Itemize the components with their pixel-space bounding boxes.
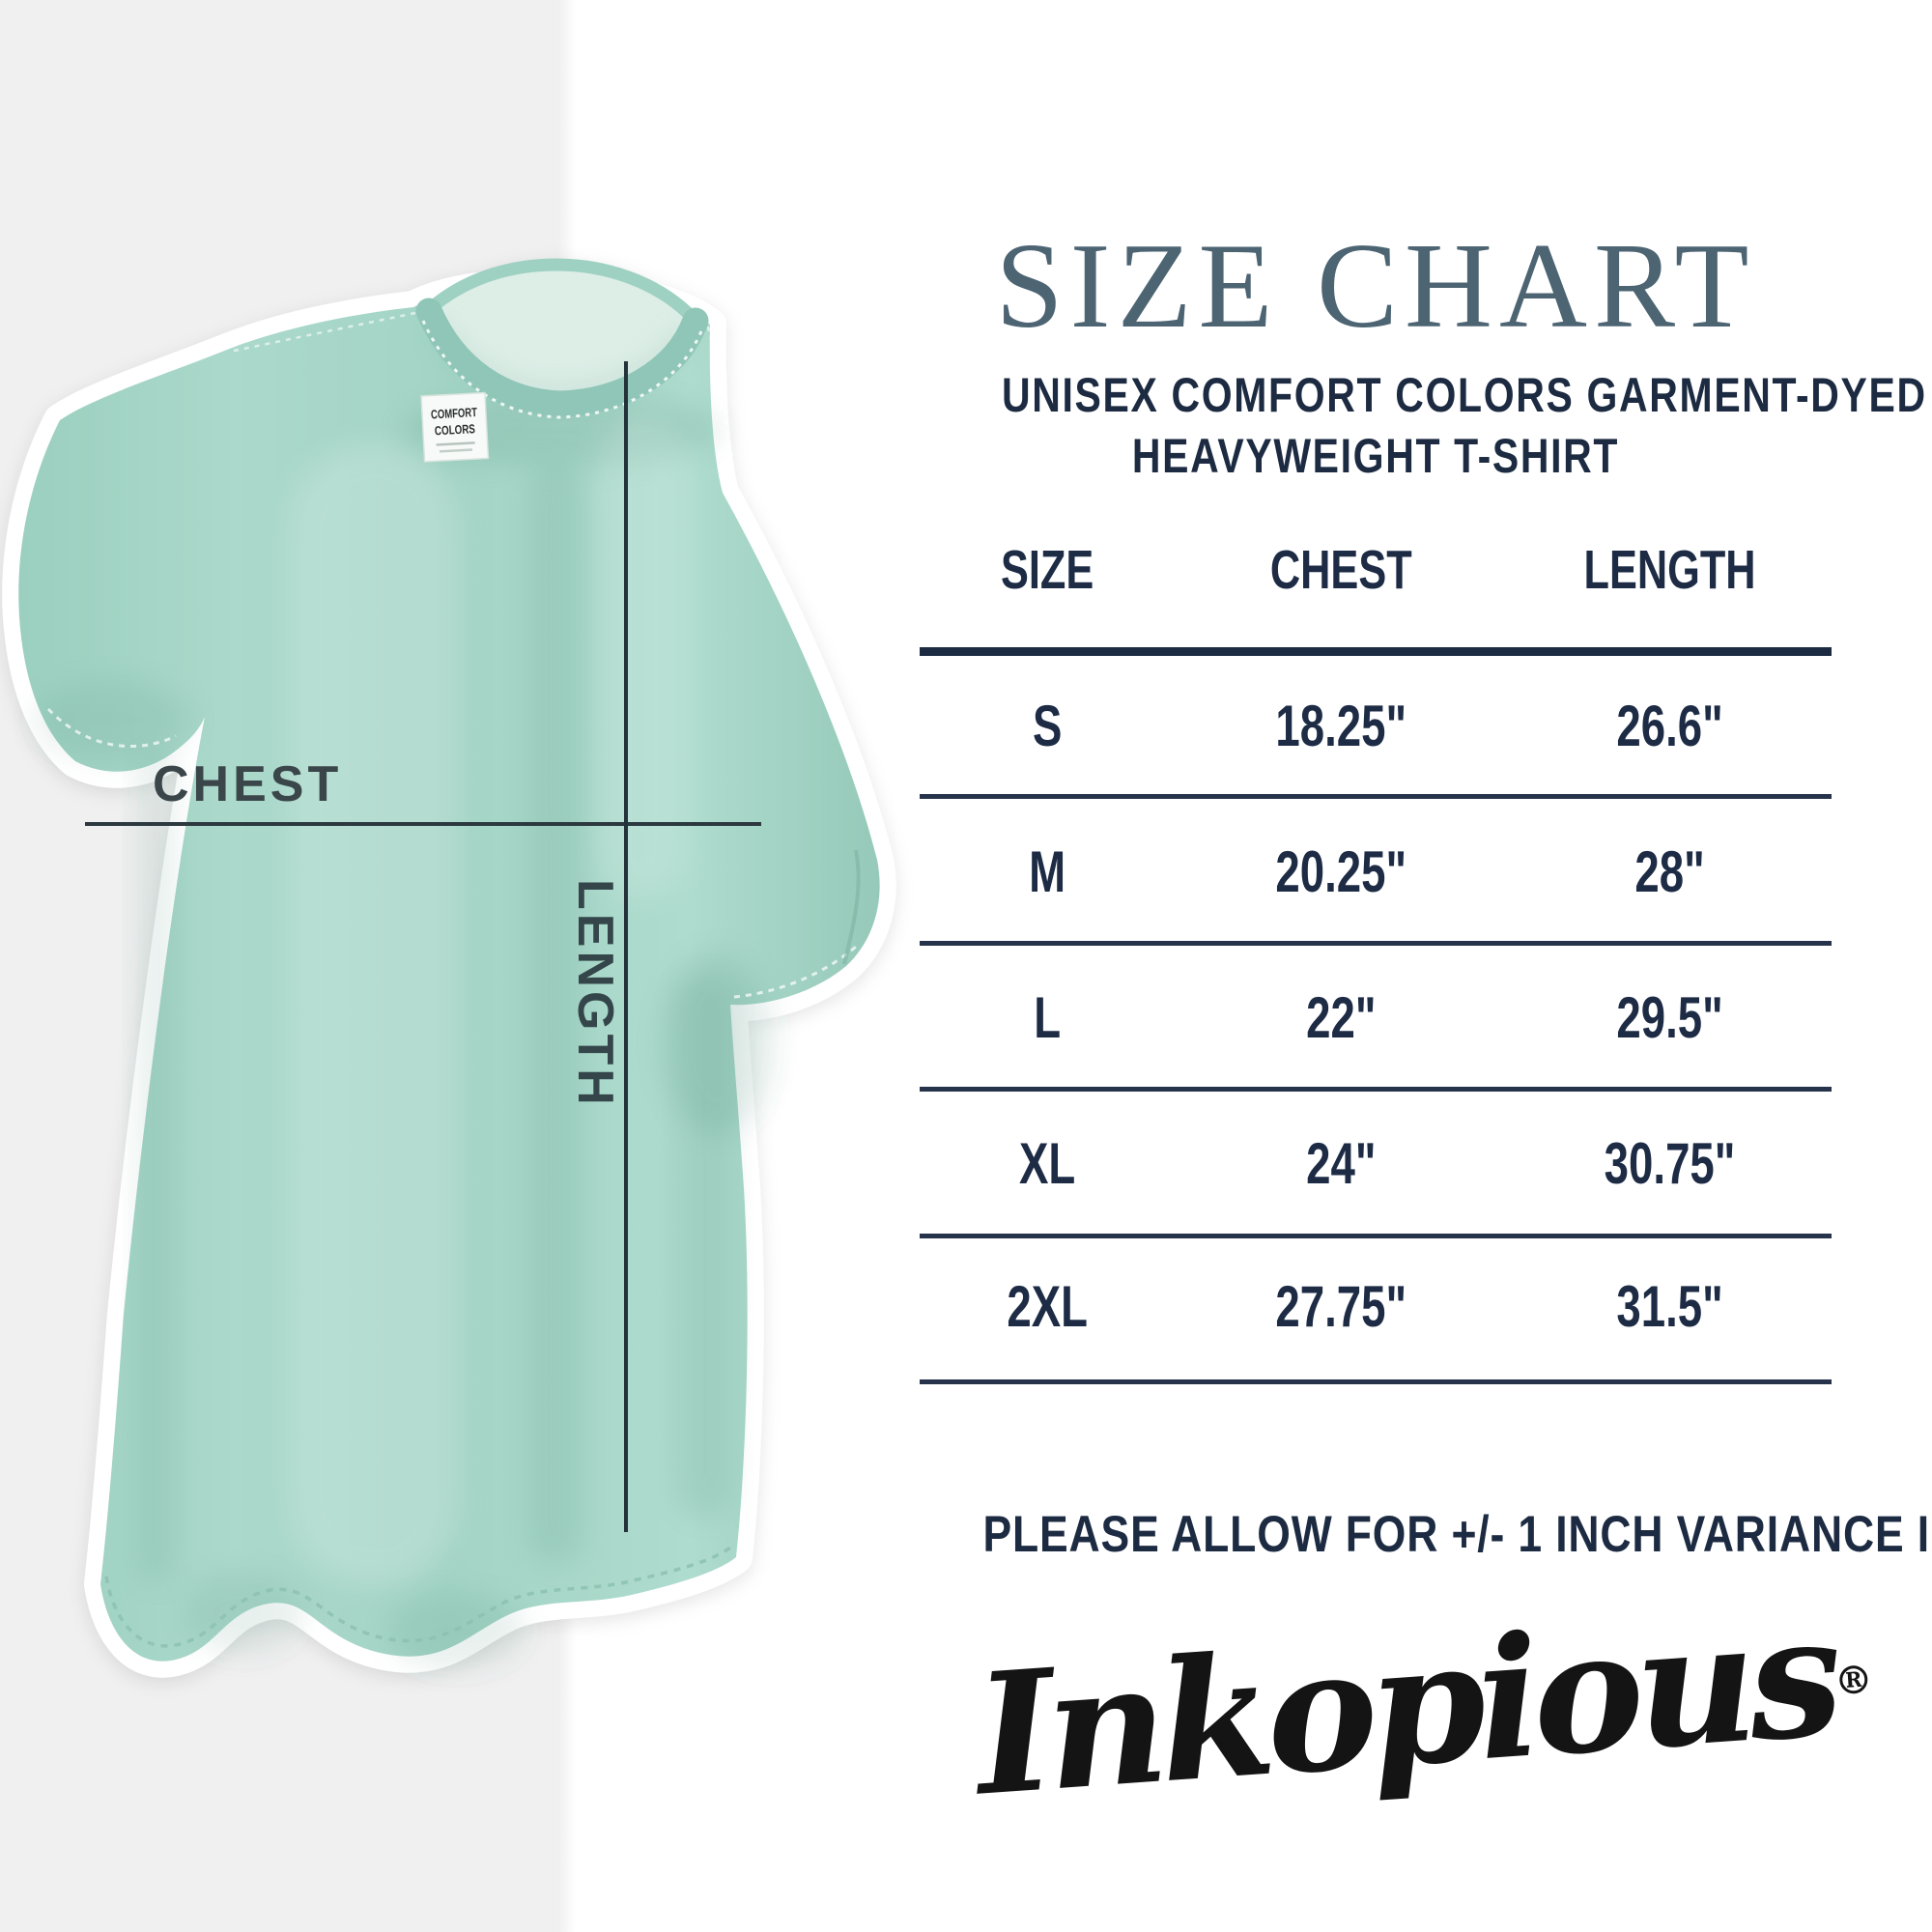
- table-rule: [920, 794, 1832, 799]
- column-header-length: LENGTH: [1583, 538, 1756, 601]
- neck-tag: COMFORT COLORS: [420, 391, 490, 463]
- neck-tag-brand-line2: COLORS: [435, 421, 476, 438]
- size-value: 2XL: [1007, 1274, 1088, 1339]
- length-value: 29.5": [1616, 985, 1723, 1050]
- table-row-l: L 22" 29.5": [920, 981, 1832, 1055]
- tshirt-sticker: COMFORT COLORS: [2, 258, 896, 1678]
- variance-note: PLEASE ALLOW FOR +/- 1 INCH VARIANCE IN …: [982, 1506, 1932, 1563]
- chest-measure-label: CHEST: [153, 756, 343, 812]
- page-title: SIZE CHART: [995, 219, 1756, 354]
- brand-logo: Inkopious®: [970, 1577, 1875, 1833]
- length-value: 28": [1634, 839, 1705, 904]
- size-value: XL: [1019, 1131, 1076, 1196]
- collar-back-band: [430, 258, 695, 320]
- table-rule-top: [920, 647, 1832, 656]
- chest-value: 27.75": [1275, 1274, 1407, 1339]
- table-rule: [920, 1087, 1832, 1092]
- table-row-m: M 20.25" 28": [920, 836, 1832, 909]
- length-value: 26.6": [1616, 694, 1723, 758]
- registered-trademark-icon: ®: [1833, 1656, 1875, 1705]
- size-value: L: [1034, 985, 1062, 1050]
- chest-value: 20.25": [1275, 839, 1407, 904]
- chest-value: 22": [1306, 985, 1377, 1050]
- length-value: 30.75": [1604, 1131, 1736, 1196]
- collar-stitch: [421, 320, 705, 419]
- table-row-s: S 18.25" 26.6": [920, 690, 1832, 763]
- length-value: 31.5": [1616, 1274, 1723, 1339]
- size-value: M: [1029, 839, 1066, 904]
- right-cuff-fold: [842, 849, 861, 965]
- table-rule: [920, 941, 1832, 946]
- chest-value: 18.25": [1275, 694, 1407, 758]
- hem-stitch: [104, 1546, 732, 1648]
- brand-logo-text: Inkopious: [969, 1577, 1841, 1833]
- length-measure-label: LENGTH: [567, 879, 623, 1109]
- right-cuff-stitch: [733, 945, 857, 999]
- neck-opening: [431, 269, 694, 398]
- size-table-header: SIZE CHEST LENGTH: [920, 533, 1832, 607]
- subtitle-line2: HEAVYWEIGHT T-SHIRT: [1131, 429, 1620, 483]
- size-value: S: [1032, 694, 1063, 758]
- collar-front-band: [415, 298, 709, 417]
- table-row-xl: XL 24" 30.75": [920, 1127, 1832, 1201]
- subtitle-line1: UNISEX COMFORT COLORS GARMENT-DYED: [1001, 368, 1927, 422]
- table-rule: [920, 1234, 1832, 1238]
- left-cuff-stitch: [46, 707, 177, 748]
- neck-tag-brand-line1: COMFORT: [431, 405, 478, 421]
- column-header-chest: CHEST: [1270, 538, 1412, 601]
- column-header-size: SIZE: [1001, 538, 1094, 601]
- length-measure-line: [624, 361, 628, 1532]
- chest-value: 24": [1306, 1131, 1377, 1196]
- tshirt-photo: COMFORT COLORS: [2, 258, 896, 1678]
- chest-measure-line: [85, 822, 761, 826]
- table-rule-bottom: [920, 1379, 1832, 1384]
- table-row-2xl: 2XL 27.75" 31.5": [920, 1270, 1832, 1344]
